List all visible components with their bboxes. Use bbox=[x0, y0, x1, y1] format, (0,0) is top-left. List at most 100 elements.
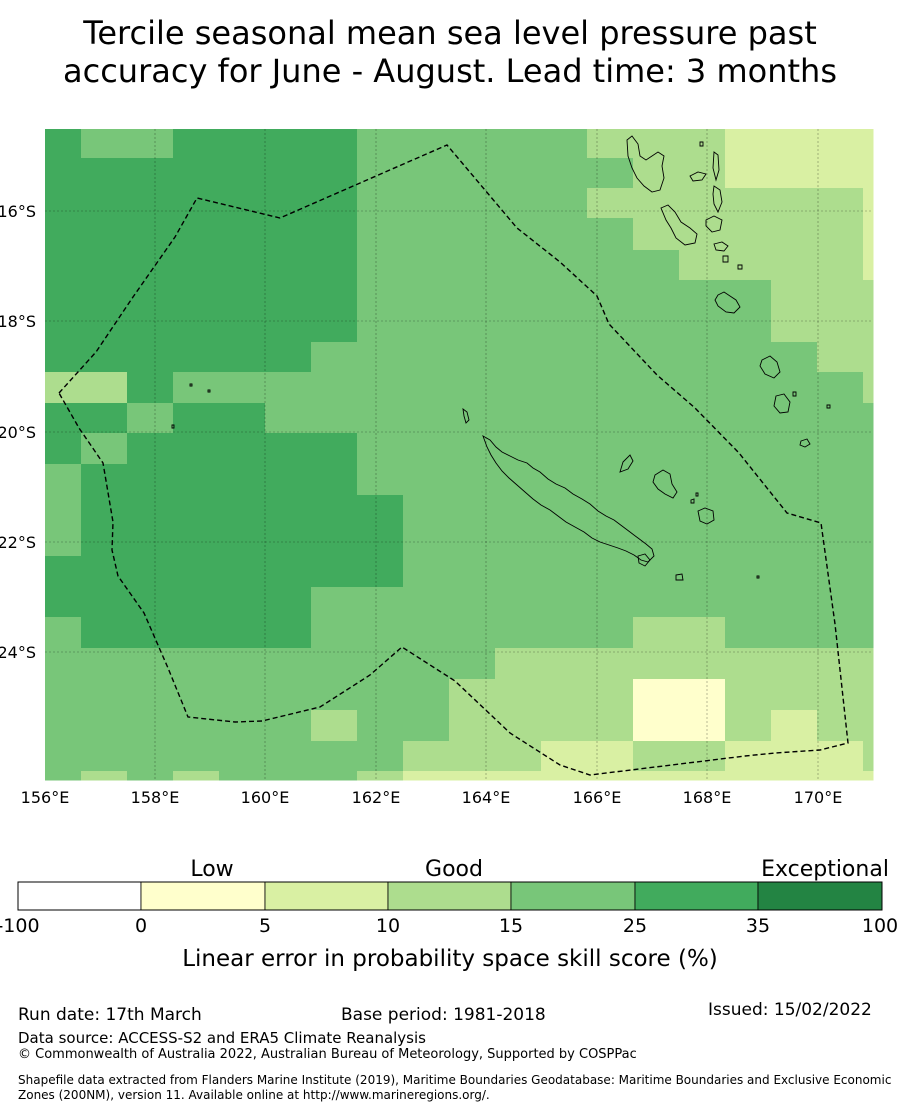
grid-cell bbox=[771, 372, 818, 404]
grid-cell bbox=[449, 158, 496, 189]
grid-cell bbox=[173, 280, 220, 312]
grid-cell bbox=[403, 311, 450, 343]
grid-cell bbox=[81, 342, 128, 373]
grid-cell bbox=[541, 525, 588, 557]
grid-cell bbox=[81, 648, 128, 680]
erromango bbox=[759, 355, 781, 379]
grid-cell bbox=[863, 433, 874, 465]
grid-cell bbox=[81, 587, 128, 618]
grid-cell bbox=[45, 129, 82, 159]
colorbar-swatch bbox=[17, 881, 142, 911]
grid-cell bbox=[449, 587, 496, 618]
grid-cell bbox=[587, 679, 634, 711]
grid-cell bbox=[495, 648, 542, 680]
grid-cell bbox=[771, 403, 818, 434]
grid-cell bbox=[265, 158, 312, 189]
grid-cell bbox=[357, 648, 404, 680]
grid-cell bbox=[633, 556, 680, 588]
grid-cell bbox=[81, 403, 128, 434]
grid-cell bbox=[311, 679, 358, 711]
grid-cell bbox=[495, 342, 542, 373]
matthew-island bbox=[756, 575, 760, 579]
grid-cell bbox=[495, 250, 542, 281]
grid-cell bbox=[357, 372, 404, 404]
grid-cell bbox=[633, 464, 680, 496]
grid-cell bbox=[495, 158, 542, 189]
colorbar-title: Linear error in probability space skill … bbox=[182, 946, 718, 972]
mare bbox=[697, 507, 715, 525]
grid-cell bbox=[219, 741, 266, 772]
grid-cell bbox=[265, 464, 312, 496]
tick-5: 5 bbox=[259, 915, 271, 937]
grid-cell bbox=[357, 495, 404, 526]
grid-cell bbox=[45, 464, 82, 496]
grid-cell bbox=[725, 617, 772, 649]
maewo bbox=[712, 151, 720, 182]
grid-cell bbox=[127, 679, 174, 711]
grid-cell bbox=[633, 525, 680, 557]
grid-cell bbox=[863, 464, 874, 496]
grid-cell bbox=[587, 372, 634, 404]
grid-cell bbox=[771, 495, 818, 526]
grid-cell bbox=[219, 188, 266, 219]
grid-cell bbox=[311, 372, 358, 404]
grid-cell bbox=[173, 158, 220, 189]
grid-cell bbox=[495, 525, 542, 557]
grid-cell bbox=[45, 433, 82, 465]
island-coastlines bbox=[171, 135, 831, 581]
grid-cell bbox=[449, 188, 496, 219]
tick-35: 35 bbox=[746, 915, 770, 937]
grid-cell bbox=[403, 556, 450, 588]
espiritu-santo bbox=[626, 135, 665, 193]
grid-cell bbox=[679, 710, 726, 742]
ouvea bbox=[619, 454, 634, 473]
grid-cell bbox=[449, 342, 496, 373]
grid-cell bbox=[127, 129, 174, 159]
grid-cell bbox=[817, 587, 864, 618]
grid-cell bbox=[771, 188, 818, 219]
grid-cell bbox=[173, 342, 220, 373]
grid-cell bbox=[403, 218, 450, 251]
grid-cell bbox=[817, 158, 864, 189]
grid-cell bbox=[81, 771, 128, 781]
grid-cell bbox=[541, 679, 588, 711]
grid-cell bbox=[127, 250, 174, 281]
grid-cell bbox=[173, 648, 220, 680]
malekula bbox=[660, 204, 698, 246]
grid-cell bbox=[771, 679, 818, 711]
grid-cell bbox=[817, 188, 864, 219]
grid-cell bbox=[219, 587, 266, 618]
grid-cell bbox=[725, 525, 772, 557]
grid-cell bbox=[725, 495, 772, 526]
grid-cell bbox=[771, 311, 818, 343]
grid-cell bbox=[541, 129, 588, 159]
grid-cell bbox=[495, 433, 542, 465]
grid-cell bbox=[81, 372, 128, 404]
grid-cell bbox=[219, 556, 266, 588]
grid-cell bbox=[771, 771, 818, 781]
grid-cell bbox=[45, 372, 82, 404]
grid-cell bbox=[817, 495, 864, 526]
grid-cell bbox=[265, 218, 312, 251]
grid-cell bbox=[725, 218, 772, 251]
new-caledonia-grande-terre bbox=[482, 435, 655, 563]
grid-cell bbox=[219, 710, 266, 742]
grid-cell bbox=[679, 218, 726, 251]
grid-cell bbox=[173, 617, 220, 649]
grid-cell bbox=[219, 433, 266, 465]
grid-cell bbox=[45, 280, 82, 312]
grid-cell bbox=[81, 495, 128, 526]
grid-cell bbox=[495, 372, 542, 404]
lon-label-158e: 158°E bbox=[131, 788, 180, 807]
grid-cell bbox=[357, 710, 404, 742]
grid-cell bbox=[81, 129, 128, 159]
grid-cell bbox=[81, 710, 128, 742]
ambrym bbox=[705, 215, 723, 233]
grid-cell bbox=[679, 464, 726, 496]
grid-cell bbox=[173, 464, 220, 496]
grid-cell bbox=[311, 617, 358, 649]
grid-cell bbox=[449, 771, 496, 781]
grid-cell bbox=[449, 741, 496, 772]
grid-cell bbox=[357, 403, 404, 434]
grid-cell bbox=[725, 556, 772, 588]
